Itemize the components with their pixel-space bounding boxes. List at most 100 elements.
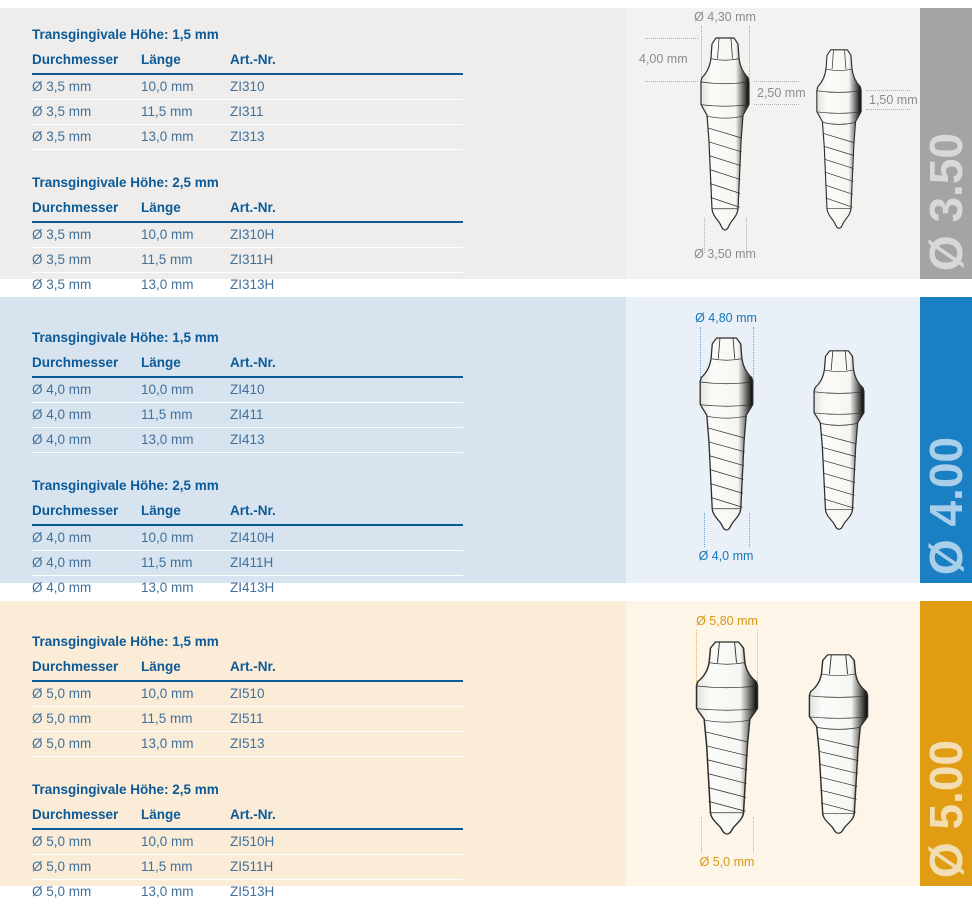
cell-artnr: ZI311H bbox=[230, 247, 463, 273]
dim-top-diameter: Ø 4,30 mm bbox=[694, 10, 756, 24]
product-table: Durchmesser Länge Art.-Nr. Ø 4,0 mm 10,0… bbox=[32, 502, 463, 601]
col-header-artnr: Art.-Nr. bbox=[230, 354, 463, 378]
header-row: Durchmesser Länge Art.-Nr. bbox=[32, 658, 463, 682]
cell-durchmesser: Ø 4,0 mm bbox=[32, 525, 141, 551]
implant-diagram: Ø 5,80 mm Ø 5,0 mm bbox=[626, 601, 920, 886]
table-row: Ø 3,5 mm 10,0 mm ZI310 bbox=[32, 74, 463, 100]
dim-abutment-height: 4,00 mm bbox=[639, 52, 688, 66]
product-table: Durchmesser Länge Art.-Nr. Ø 3,5 mm 10,0… bbox=[32, 51, 463, 150]
cell-artnr: ZI313 bbox=[230, 124, 463, 150]
table-area: Transgingivale Höhe: 1,5 mm Durchmesser … bbox=[0, 297, 626, 601]
dim-line bbox=[700, 327, 701, 381]
cell-artnr: ZI313H bbox=[230, 272, 463, 298]
table-block-height-2-5: Transgingivale Höhe: 2,5 mm Durchmesser … bbox=[32, 782, 626, 905]
dim-line bbox=[701, 26, 702, 80]
dim-collar-height-right: 1,50 mm bbox=[869, 93, 918, 107]
cell-durchmesser: Ø 3,5 mm bbox=[32, 272, 141, 298]
cell-artnr: ZI411H bbox=[230, 550, 463, 576]
implant-drawing-collar-1-5 bbox=[807, 653, 870, 837]
col-header-artnr: Art.-Nr. bbox=[230, 51, 463, 75]
implant-drawing-collar-2-5 bbox=[698, 336, 755, 534]
table-title: Transgingivale Höhe: 1,5 mm bbox=[32, 330, 219, 345]
cell-durchmesser: Ø 5,0 mm bbox=[32, 681, 141, 707]
table-block-height-1-5: Transgingivale Höhe: 1,5 mm Durchmesser … bbox=[32, 27, 626, 150]
table-row: Ø 4,0 mm 10,0 mm ZI410H bbox=[32, 525, 463, 551]
table-row: Ø 3,5 mm 13,0 mm ZI313 bbox=[32, 124, 463, 150]
dim-bottom-diameter: Ø 4,0 mm bbox=[698, 549, 754, 563]
col-header-durchmesser: Durchmesser bbox=[32, 806, 141, 830]
table-row: Ø 4,0 mm 11,5 mm ZI411H bbox=[32, 550, 463, 576]
product-section-4-00: Transgingivale Höhe: 1,5 mm Durchmesser … bbox=[0, 297, 972, 601]
dim-line bbox=[754, 81, 799, 82]
cell-durchmesser: Ø 5,0 mm bbox=[32, 706, 141, 732]
cell-laenge: 13,0 mm bbox=[141, 879, 230, 905]
dim-bottom-diameter: Ø 5,0 mm bbox=[699, 855, 755, 869]
table-title: Transgingivale Höhe: 2,5 mm bbox=[32, 175, 219, 190]
dim-line bbox=[757, 630, 758, 685]
dim-line bbox=[754, 104, 799, 105]
table-row: Ø 5,0 mm 11,5 mm ZI511 bbox=[32, 706, 463, 732]
dim-top-diameter: Ø 5,80 mm bbox=[696, 614, 758, 628]
cell-durchmesser: Ø 3,5 mm bbox=[32, 247, 141, 273]
cell-laenge: 10,0 mm bbox=[141, 525, 230, 551]
cell-laenge: 13,0 mm bbox=[141, 124, 230, 150]
dim-line bbox=[704, 513, 705, 547]
cell-laenge: 10,0 mm bbox=[141, 74, 230, 100]
cell-artnr: ZI413H bbox=[230, 575, 463, 601]
diameter-tab-label: Ø 4.00 bbox=[920, 436, 972, 575]
cell-artnr: ZI513H bbox=[230, 879, 463, 905]
product-section-5-00: Transgingivale Höhe: 1,5 mm Durchmesser … bbox=[0, 601, 972, 905]
implant-drawing-collar-1-5 bbox=[815, 48, 863, 232]
cell-artnr: ZI513 bbox=[230, 731, 463, 757]
cell-durchmesser: Ø 3,5 mm bbox=[32, 74, 141, 100]
col-header-durchmesser: Durchmesser bbox=[32, 658, 141, 682]
cell-artnr: ZI511 bbox=[230, 706, 463, 732]
cell-durchmesser: Ø 3,5 mm bbox=[32, 222, 141, 248]
table-row: Ø 5,0 mm 13,0 mm ZI513H bbox=[32, 879, 463, 905]
table-row: Ø 3,5 mm 11,5 mm ZI311 bbox=[32, 99, 463, 125]
table-row: Ø 5,0 mm 11,5 mm ZI511H bbox=[32, 854, 463, 880]
cell-laenge: 10,0 mm bbox=[141, 222, 230, 248]
table-row: Ø 5,0 mm 10,0 mm ZI510 bbox=[32, 681, 463, 707]
table-row: Ø 4,0 mm 10,0 mm ZI410 bbox=[32, 377, 463, 403]
dim-line bbox=[645, 81, 698, 82]
table-row: Ø 3,5 mm 10,0 mm ZI310H bbox=[32, 222, 463, 248]
col-header-laenge: Länge bbox=[141, 354, 230, 378]
tables-wrapper: Transgingivale Höhe: 1,5 mm Durchmesser … bbox=[0, 8, 626, 298]
cell-durchmesser: Ø 3,5 mm bbox=[32, 99, 141, 125]
cell-artnr: ZI410H bbox=[230, 525, 463, 551]
cell-laenge: 10,0 mm bbox=[141, 829, 230, 855]
cell-artnr: ZI510H bbox=[230, 829, 463, 855]
table-row: Ø 3,5 mm 13,0 mm ZI313H bbox=[32, 272, 463, 298]
cell-laenge: 11,5 mm bbox=[141, 402, 230, 428]
col-header-laenge: Länge bbox=[141, 51, 230, 75]
diameter-tab-4-00: Ø 4.00 bbox=[920, 297, 972, 583]
col-header-durchmesser: Durchmesser bbox=[32, 354, 141, 378]
col-header-artnr: Art.-Nr. bbox=[230, 199, 463, 223]
cell-durchmesser: Ø 3,5 mm bbox=[32, 124, 141, 150]
diameter-tab-label: Ø 5.00 bbox=[920, 739, 972, 878]
table-row: Ø 5,0 mm 10,0 mm ZI510H bbox=[32, 829, 463, 855]
cell-durchmesser: Ø 5,0 mm bbox=[32, 829, 141, 855]
product-table: Durchmesser Länge Art.-Nr. Ø 5,0 mm 10,0… bbox=[32, 658, 463, 757]
cell-durchmesser: Ø 5,0 mm bbox=[32, 854, 141, 880]
product-table: Durchmesser Länge Art.-Nr. Ø 3,5 mm 10,0… bbox=[32, 199, 463, 298]
dim-line bbox=[696, 630, 697, 685]
table-title: Transgingivale Höhe: 1,5 mm bbox=[32, 634, 219, 649]
diameter-tab-3-50: Ø 3.50 bbox=[920, 8, 972, 279]
table-title: Transgingivale Höhe: 2,5 mm bbox=[32, 478, 219, 493]
dim-line bbox=[701, 817, 702, 853]
dim-line bbox=[866, 90, 910, 91]
cell-artnr: ZI410 bbox=[230, 377, 463, 403]
col-header-durchmesser: Durchmesser bbox=[32, 199, 141, 223]
cell-artnr: ZI411 bbox=[230, 402, 463, 428]
cell-durchmesser: Ø 4,0 mm bbox=[32, 550, 141, 576]
header-row: Durchmesser Länge Art.-Nr. bbox=[32, 51, 463, 75]
tables-wrapper: Transgingivale Höhe: 1,5 mm Durchmesser … bbox=[0, 297, 626, 601]
table-row: Ø 4,0 mm 11,5 mm ZI411 bbox=[32, 402, 463, 428]
cell-durchmesser: Ø 4,0 mm bbox=[32, 427, 141, 453]
cell-laenge: 13,0 mm bbox=[141, 427, 230, 453]
table-area: Transgingivale Höhe: 1,5 mm Durchmesser … bbox=[0, 601, 626, 905]
product-table: Durchmesser Länge Art.-Nr. Ø 4,0 mm 10,0… bbox=[32, 354, 463, 453]
table-row: Ø 4,0 mm 13,0 mm ZI413 bbox=[32, 427, 463, 453]
